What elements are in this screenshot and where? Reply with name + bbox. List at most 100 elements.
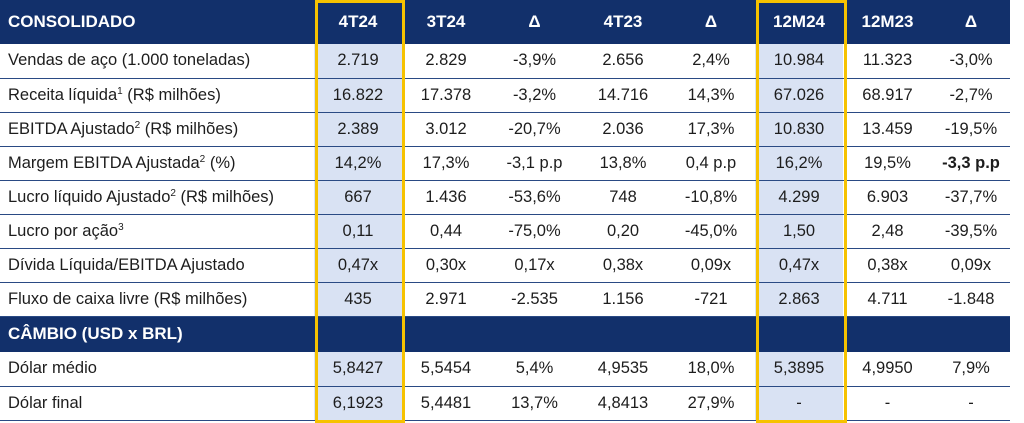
- value-cell: 14,3%: [667, 78, 755, 113]
- value-cell: -721: [667, 282, 755, 317]
- footnote-marker: 1: [117, 85, 123, 97]
- value-cell: 13,7%: [490, 386, 579, 421]
- value-cell: 7,9%: [932, 352, 1010, 387]
- footnote-marker: 2: [199, 153, 206, 165]
- value-cell: 0,38x: [579, 248, 667, 283]
- value-cell: 5,8427: [314, 352, 402, 387]
- value-cell: 5,3895: [755, 352, 843, 387]
- value-cell: 2,4%: [667, 44, 755, 79]
- value-cell: 27,9%: [667, 386, 755, 421]
- row-label-text: Vendas de aço (1.000 toneladas): [8, 51, 251, 70]
- value-cell: -: [755, 386, 843, 421]
- section-cell: [755, 316, 843, 352]
- row-label: Lucro por ação3: [0, 214, 314, 249]
- column-header: 3T24: [402, 0, 490, 44]
- row-label: Fluxo de caixa livre (R$ milhões): [0, 282, 314, 317]
- section-cell: [402, 316, 490, 352]
- value-cell: 2.719: [314, 44, 402, 79]
- table-row: Fluxo de caixa livre (R$ milhões) 435 2.97…: [0, 282, 1010, 317]
- header-label: CONSOLIDADO: [0, 0, 314, 44]
- value-cell: 5,4%: [490, 352, 579, 387]
- value-cell: 3.012: [402, 112, 490, 147]
- value-cell: 0,09x: [667, 248, 755, 283]
- table-row: Receita líquida1 (R$ milhões) 16.822 17.37…: [0, 78, 1010, 113]
- row-label-unit: (R$ milhões): [175, 187, 275, 206]
- row-label: Lucro líquido Ajustado2 (R$ milhões): [0, 180, 314, 215]
- value-cell: -39,5%: [932, 214, 1010, 249]
- value-cell: 0,47x: [314, 248, 402, 283]
- value-cell: 10.830: [755, 112, 843, 147]
- value-cell: 11.323: [843, 44, 932, 79]
- column-header: Δ: [932, 0, 1010, 44]
- row-label-text: Margem EBITDA Ajustada: [8, 153, 200, 172]
- value-cell: 0,47x: [755, 248, 843, 283]
- value-cell: -19,5%: [932, 112, 1010, 147]
- value-cell: 1,50: [755, 214, 843, 249]
- value-cell: -2,7%: [932, 78, 1010, 113]
- table-row: Dólar médio 5,8427 5,5454 5,4% 4,9535 18,0% 5,…: [0, 352, 1010, 387]
- table-body: Vendas de aço (1.000 toneladas) 2.719 2.82…: [0, 44, 1010, 421]
- value-cell: 4,9535: [579, 352, 667, 387]
- section-row-cambio: CÂMBIO (USD x BRL): [0, 316, 1010, 352]
- value-cell: 2.656: [579, 44, 667, 79]
- row-label: Dívida Líquida/EBITDA Ajustado: [0, 248, 314, 283]
- table-row: Vendas de aço (1.000 toneladas) 2.719 2.82…: [0, 44, 1010, 79]
- value-cell: 6,1923: [314, 386, 402, 421]
- value-cell: 2.036: [579, 112, 667, 147]
- value-cell: 13,8%: [579, 146, 667, 181]
- value-cell: -3,0%: [932, 44, 1010, 79]
- value-cell: 2.389: [314, 112, 402, 147]
- value-cell: 1.156: [579, 282, 667, 317]
- row-label-unit: (R$ milhões): [140, 119, 239, 138]
- value-cell: 6.903: [843, 180, 932, 215]
- value-cell: 14,2%: [314, 146, 402, 181]
- value-cell: -3,9%: [490, 44, 579, 79]
- table-row: EBITDA Ajustado2 (R$ milhões) 2.389 3.012-…: [0, 112, 1010, 147]
- value-cell: 1.436: [402, 180, 490, 215]
- value-cell: 0,20: [579, 214, 667, 249]
- value-cell: 0,44: [402, 214, 490, 249]
- table-row: Lucro líquido Ajustado2 (R$ milhões) 667 1…: [0, 180, 1010, 215]
- value-cell: -75,0%: [490, 214, 579, 249]
- row-label: EBITDA Ajustado2 (R$ milhões): [0, 112, 314, 147]
- row-label-unit: (R$ milhões): [122, 85, 221, 104]
- row-label-text: Dívida Líquida/EBITDA Ajustado: [8, 255, 245, 274]
- section-cell: [932, 316, 1010, 352]
- value-cell: 5,4481: [402, 386, 490, 421]
- column-header: 4T24: [314, 0, 402, 44]
- value-cell: 2,48: [843, 214, 932, 249]
- section-cell: [667, 316, 755, 352]
- column-header: Δ: [490, 0, 579, 44]
- value-cell: -3,1 p.p: [490, 146, 579, 181]
- value-cell: 2.829: [402, 44, 490, 79]
- value-cell: 68.917: [843, 78, 932, 113]
- value-cell: 0,38x: [843, 248, 932, 283]
- row-label-unit: (%): [205, 153, 236, 172]
- section-cell: [579, 316, 667, 352]
- value-cell: 17,3%: [402, 146, 490, 181]
- header-row: CONSOLIDADO 4T24 3T24 Δ 4T23 Δ 12M24 12M…: [0, 0, 1010, 44]
- value-cell: 5,5454: [402, 352, 490, 387]
- value-cell: -45,0%: [667, 214, 755, 249]
- table-header: CONSOLIDADO 4T24 3T24 Δ 4T23 Δ 12M24 12M…: [0, 0, 1010, 44]
- table-row: Margem EBITDA Ajustada2 (%) 14,2% 17,3% -3,…: [0, 146, 1010, 181]
- section-label: CÂMBIO (USD x BRL): [0, 316, 314, 352]
- footnote-marker: 2: [134, 119, 141, 131]
- value-cell: 13.459: [843, 112, 932, 147]
- section-cell: [490, 316, 579, 352]
- value-cell: 10.984: [755, 44, 843, 79]
- value-cell: -: [843, 386, 932, 421]
- column-header: 12M24: [755, 0, 843, 44]
- value-cell: 16,2%: [755, 146, 843, 181]
- value-cell: -: [932, 386, 1010, 421]
- value-cell: -53,6%: [490, 180, 579, 215]
- section-cell: [314, 316, 402, 352]
- value-cell: -20,7%: [490, 112, 579, 147]
- column-header: 4T23: [579, 0, 667, 44]
- value-cell: 0,17x: [490, 248, 579, 283]
- footnote-marker: 3: [118, 221, 124, 233]
- row-label: Vendas de aço (1.000 toneladas): [0, 44, 314, 79]
- value-cell: -2.535: [490, 282, 579, 317]
- row-label-text: EBITDA Ajustado: [8, 119, 135, 138]
- value-cell: 0,4 p.p: [667, 146, 755, 181]
